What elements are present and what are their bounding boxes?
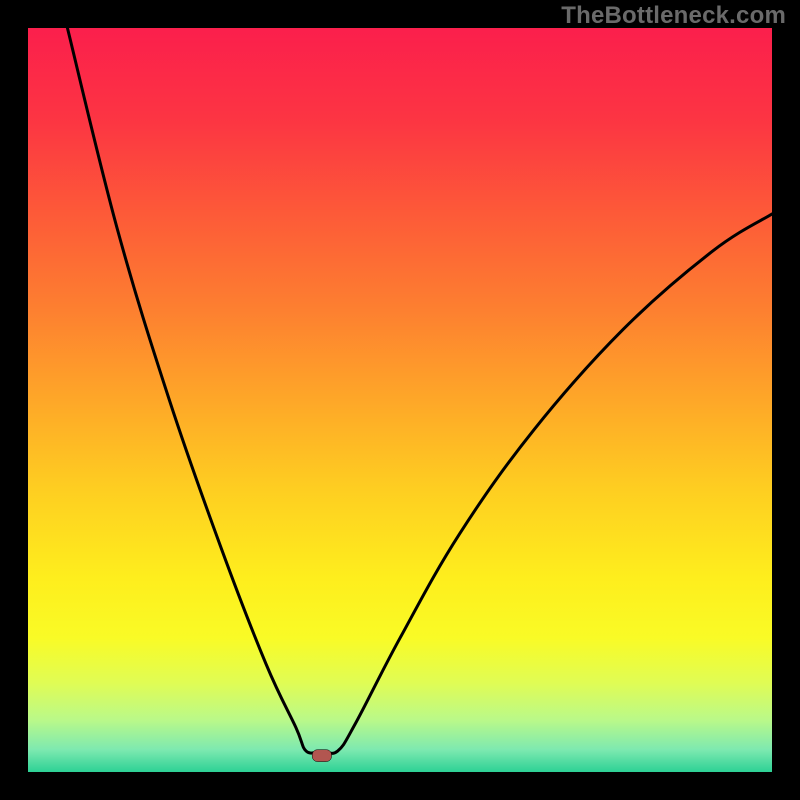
plot-area	[28, 28, 772, 772]
plot-background	[28, 28, 772, 772]
watermark-text: TheBottleneck.com	[561, 2, 786, 30]
chart-root: TheBottleneck.com	[0, 0, 800, 800]
chart-svg	[28, 28, 772, 772]
optimum-marker	[312, 750, 331, 762]
